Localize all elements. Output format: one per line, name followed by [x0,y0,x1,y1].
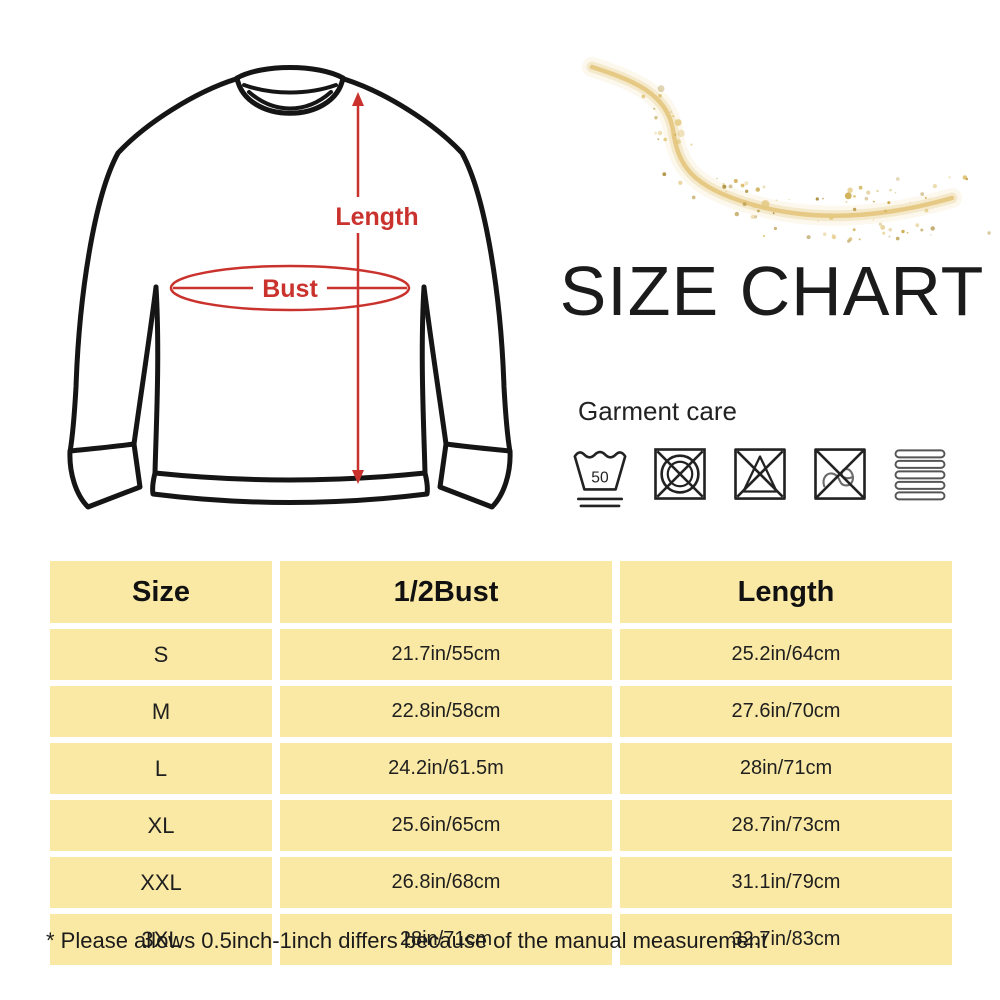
garment-care-icons: 50 [572,446,948,512]
do-not-wring-icon [814,448,866,500]
table-row: XL 25.6in/65cm 28.7in/73cm [50,800,952,851]
sweatshirt-outline [67,65,513,510]
dry-flat-icon [894,449,946,501]
do-not-tumble-dry-icon [654,448,706,500]
bust-ellipse [169,264,411,312]
cell-bust: 21.7in/55cm [280,629,612,680]
cell-length: 31.1in/79cm [620,857,952,908]
cell-bust: 22.8in/58cm [280,686,612,737]
size-table-header-row: Size 1/2Bust Length [50,561,952,623]
cell-size: XL [50,800,272,851]
gold-glitter-swoosh [582,57,991,243]
cell-bust: 25.6in/65cm [280,800,612,851]
length-label: Length [335,203,418,231]
cell-length: 32.7in/83cm [620,914,952,965]
table-row: S 21.7in/55cm 25.2in/64cm [50,629,952,680]
cell-length: 27.6in/70cm [620,686,952,737]
table-row: M 22.8in/58cm 27.6in/70cm [50,686,952,737]
measurement-footnote: * Please allows 0.5inch-1inch differs be… [46,928,768,953]
cell-size: L [50,743,272,794]
table-row: L 24.2in/61.5m 28in/71cm [50,743,952,794]
measurement-annotations: Length Bust [169,92,419,484]
cell-bust: 26.8in/68cm [280,857,612,908]
cell-size: S [50,629,272,680]
machine-wash-50-icon: 50 [573,450,627,508]
table-row: 3XL 28in/71cm 32.7in/83cm [50,914,952,965]
bust-label: Bust [262,275,318,303]
sweatshirt-diagram: Length Bust [67,65,513,510]
cell-length: 28in/71cm [620,743,952,794]
length-arrowhead-up [352,92,364,106]
cell-bust: 24.2in/61.5m [280,743,612,794]
cell-bust: 28in/71cm [280,914,612,965]
cell-length: 28.7in/73cm [620,800,952,851]
wash-temp-label: 50 [591,469,609,486]
cell-length: 25.2in/64cm [620,629,952,680]
size-table: Size 1/2Bust Length S 21.7in/55cm 25.2in… [42,555,960,971]
length-arrowhead-down [352,470,364,484]
garment-care-heading: Garment care [578,396,737,426]
header-length: Length [620,561,952,623]
glitter-dots [641,85,991,243]
header-size: Size [50,561,272,623]
do-not-bleach-icon [734,448,786,500]
page-title: SIZE CHART [559,252,985,330]
cell-size: 3XL [50,914,272,965]
table-row: XXL 26.8in/68cm 31.1in/79cm [50,857,952,908]
cell-size: XXL [50,857,272,908]
header-bust: 1/2Bust [280,561,612,623]
cell-size: M [50,686,272,737]
